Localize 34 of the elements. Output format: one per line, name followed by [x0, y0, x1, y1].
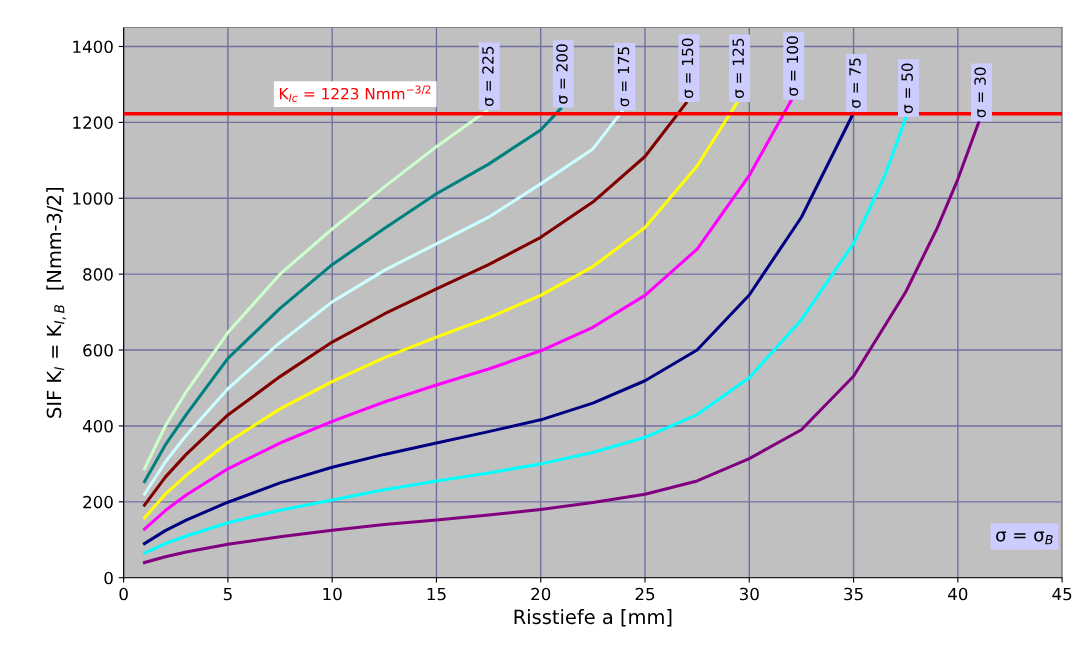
text: σ = 75 — [849, 58, 861, 108]
text: σ = 100 — [786, 36, 799, 96]
annotation: σ = σ$_{B}$ — [996, 531, 1053, 545]
x-tick-label: 40 — [948, 587, 968, 601]
text: σ = 225 — [482, 46, 494, 106]
x-tick-label: 45 — [1052, 587, 1072, 601]
text: σ = 50 — [901, 63, 913, 114]
y-tick-label: 0 — [104, 571, 113, 585]
line-series — [142, 109, 624, 496]
text: σ = 150 — [681, 38, 694, 99]
y-tick-label: 800 — [83, 268, 113, 281]
y-tick-label: 200 — [83, 495, 113, 509]
x-tick-label: 15 — [427, 587, 446, 601]
line-series — [142, 107, 563, 484]
text: σ = 30 — [974, 67, 986, 118]
text: σ = 175 — [617, 47, 630, 107]
x-axis-title: Risstiefe a [mm] — [514, 609, 672, 627]
line-series — [142, 109, 489, 471]
y-axis-title: SIF K$_{I}$ = K$_{I,B}$ [Nmm-3/2] — [46, 188, 66, 418]
y-tick-label: 1400 — [73, 40, 113, 54]
y-tick-label: 600 — [83, 344, 113, 357]
x-tick-label: 5 — [223, 587, 232, 601]
y-tick-label: 400 — [82, 419, 113, 433]
ref-line-label: K$_{Ic}$ = 1223 Nmm$^{−3/2}$ — [279, 85, 431, 102]
text: σ = 200 — [556, 44, 568, 104]
text: σ = 125 — [732, 38, 744, 99]
x-tick-label: 30 — [739, 587, 759, 601]
x-tick-label: 10 — [323, 587, 342, 601]
x-tick-label: 0 — [119, 587, 128, 601]
x-tick-label: 20 — [531, 587, 551, 601]
x-tick-label: 35 — [844, 587, 863, 601]
y-tick-label: 1200 — [73, 116, 113, 129]
y-tick-label: 1000 — [73, 192, 113, 205]
x-tick-label: 25 — [635, 587, 655, 601]
